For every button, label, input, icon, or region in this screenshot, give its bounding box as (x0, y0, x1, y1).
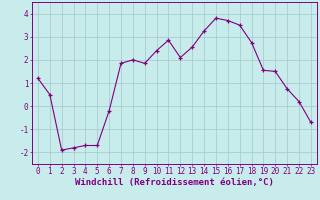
X-axis label: Windchill (Refroidissement éolien,°C): Windchill (Refroidissement éolien,°C) (75, 178, 274, 187)
